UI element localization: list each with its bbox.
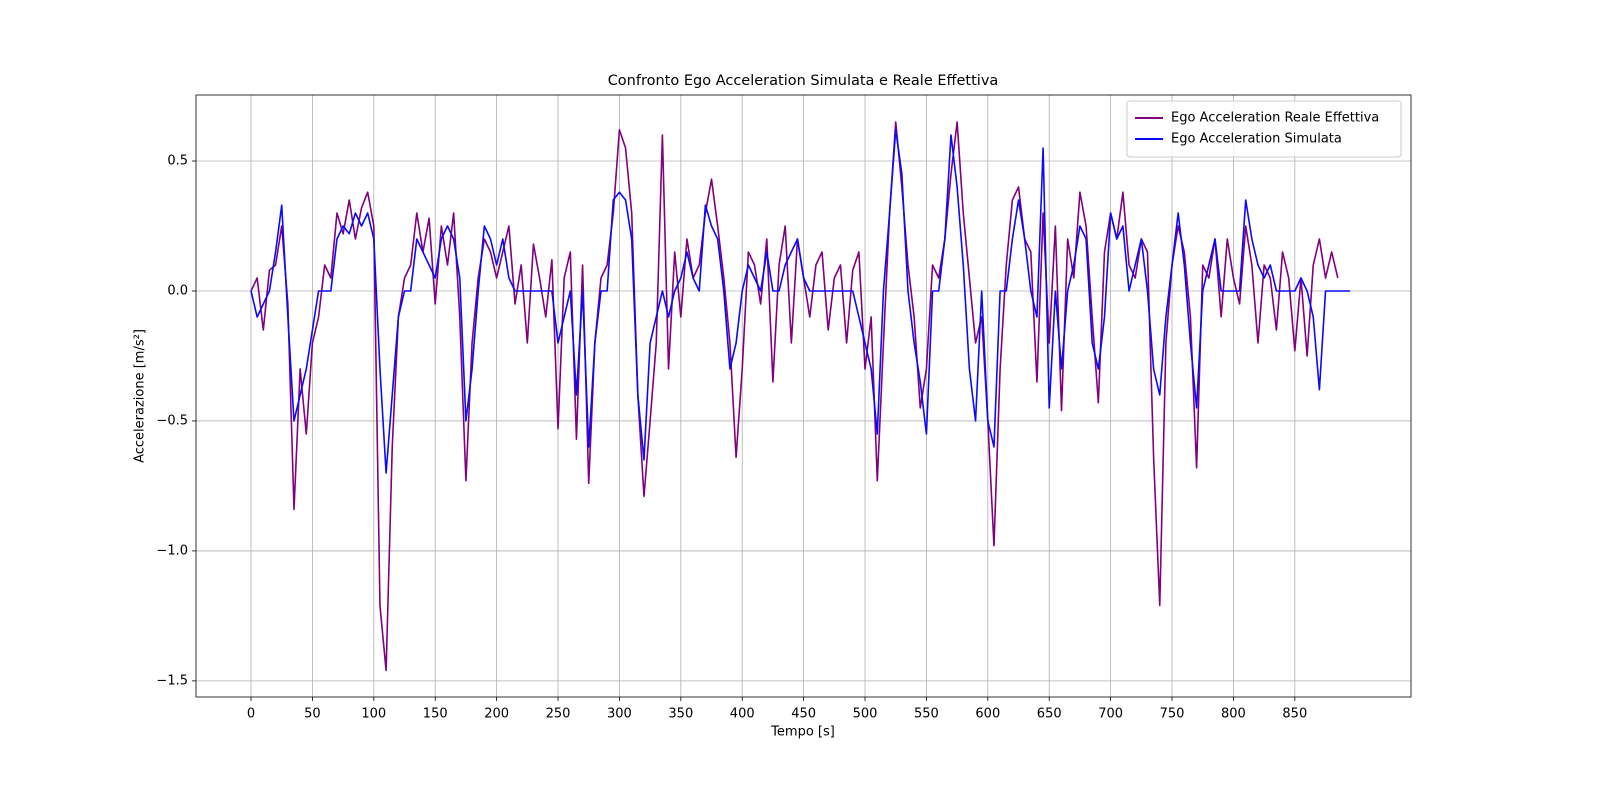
plot-frame bbox=[195, 94, 1412, 698]
y-tick-label: 0.5 bbox=[167, 154, 188, 169]
x-tick-label: 600 bbox=[975, 707, 1000, 722]
x-tick-label: 650 bbox=[1037, 707, 1062, 722]
x-tick-label: 450 bbox=[791, 707, 816, 722]
x-tick-label: 800 bbox=[1221, 707, 1246, 722]
x-tick-label: 550 bbox=[914, 707, 939, 722]
x-axis-label: Tempo [s] bbox=[770, 725, 835, 740]
x-tick-label: 200 bbox=[484, 707, 509, 722]
y-tick-label: −1.0 bbox=[156, 543, 188, 558]
legend-box bbox=[1126, 100, 1402, 158]
x-tick-label: 50 bbox=[304, 707, 321, 722]
x-tick-label: 100 bbox=[361, 707, 386, 722]
x-tick-label: 700 bbox=[1098, 707, 1123, 722]
data-line bbox=[250, 121, 1339, 672]
legend-label: Ego Acceleration Simulata bbox=[1171, 132, 1342, 147]
x-tick-label: 300 bbox=[607, 707, 632, 722]
x-tick-label: 350 bbox=[668, 707, 693, 722]
data-line bbox=[250, 129, 1351, 474]
x-tick-label: 850 bbox=[1282, 707, 1307, 722]
y-tick-label: −1.5 bbox=[156, 673, 188, 688]
x-tick-label: 500 bbox=[853, 707, 878, 722]
x-tick-label: 400 bbox=[730, 707, 755, 722]
x-tick-label: 150 bbox=[423, 707, 448, 722]
x-tick-label: 750 bbox=[1160, 707, 1185, 722]
chart-title: Confronto Ego Acceleration Simulata e Re… bbox=[608, 73, 999, 89]
x-tick-label: 0 bbox=[247, 707, 255, 722]
y-tick-label: 0.0 bbox=[167, 283, 188, 298]
y-axis-label: Accelerazione [m/s²] bbox=[133, 329, 148, 463]
x-tick-label: 250 bbox=[546, 707, 571, 722]
legend-label: Ego Acceleration Reale Effettiva bbox=[1171, 111, 1379, 126]
y-tick-label: −0.5 bbox=[156, 413, 188, 428]
legend: Ego Acceleration Reale Effettiva Ego Acce… bbox=[1126, 100, 1402, 158]
